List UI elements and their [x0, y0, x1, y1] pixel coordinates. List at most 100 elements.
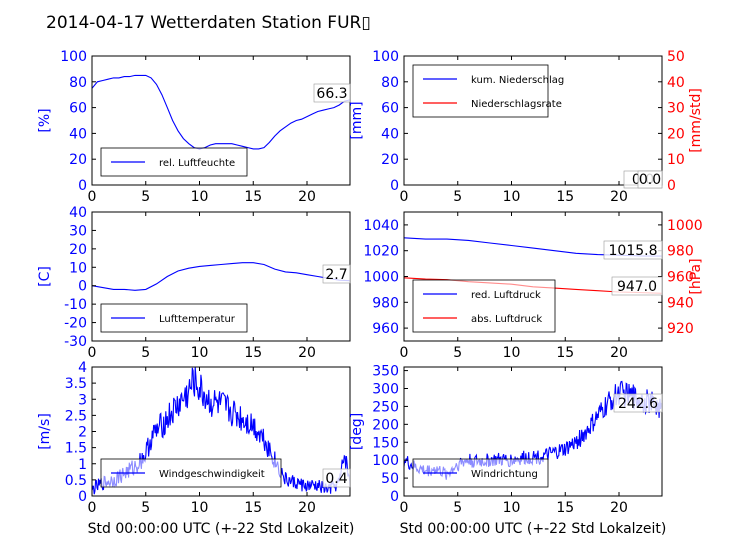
y-tick-label-right: 40: [667, 75, 685, 91]
x-tick-label: 15: [244, 500, 262, 516]
value-label-2: 947.0: [617, 279, 657, 295]
plot-frame: [403, 366, 663, 497]
y-tick-label: 10: [69, 260, 87, 276]
y-tick-label-right: 50: [667, 49, 685, 65]
y-tick-label: -30: [64, 334, 87, 350]
x-tick-label: 5: [453, 345, 462, 361]
panel-pressure: 0 5 10 15 20 960 980 1000 1020 1040 920 940 960 980 10…: [363, 211, 704, 361]
panel-precipitation: 0 5 10 15 20 0 20 40 60 80 100 0 10 20 30 40 50 [mm] [mm/s…: [349, 49, 704, 205]
y-tick-label: 1020: [363, 244, 399, 260]
x-axis-label-left: Std 00:00:00 UTC (+-22 Std Lokalzeit): [88, 521, 355, 537]
value-label: 0.4: [325, 471, 347, 487]
legend: Windgeschwindigkeit: [100, 458, 282, 488]
value-label-box: [313, 83, 351, 103]
y-tick-label: 20: [381, 152, 399, 168]
x-tick-label: 0: [400, 345, 409, 361]
legend-box: [412, 64, 549, 118]
x-tick-label: 20: [610, 189, 628, 205]
x-tick-label: 20: [298, 189, 316, 205]
legend: kum. Niederschlag Niederschlagsrate: [412, 64, 564, 118]
plot-frame: [91, 55, 351, 186]
y-tick-label-right: 20: [667, 126, 685, 142]
legend-label: rel. Luftfeuchte: [159, 158, 235, 169]
x-tick-label: 15: [556, 189, 574, 205]
x-tick-label: 15: [556, 500, 574, 516]
x-tick-label: 5: [141, 345, 150, 361]
legend-label: red. Luftdruck: [471, 290, 541, 301]
y-tick-label: 4: [78, 360, 87, 376]
y-tick-label: 40: [69, 126, 87, 142]
y-axis-label: [m/s]: [37, 413, 53, 450]
legend-label: Windrichtung: [471, 469, 538, 480]
value-label-box: [603, 240, 663, 260]
y-axis-label-right: [mm/std]: [688, 88, 704, 153]
y-axis-label: [C]: [37, 266, 53, 287]
x-tick-label: 10: [503, 345, 521, 361]
legend: red. Luftdruck abs. Luftdruck: [412, 279, 556, 333]
x-tick-label: 5: [141, 500, 150, 516]
y-tick-label: 250: [372, 399, 399, 415]
y-tick-label-right: 30: [667, 101, 685, 117]
y-tick-label: 150: [372, 435, 399, 451]
y-tick-label: 1000: [363, 270, 399, 286]
series-line-temperature-0: [91, 262, 351, 291]
y-tick-label: 30: [69, 223, 87, 239]
y-tick-label: 40: [69, 205, 87, 221]
y-tick-label: 0: [390, 489, 399, 505]
y-tick-label: 1040: [363, 218, 399, 234]
y-tick-label: 1.5: [65, 441, 87, 457]
y-tick-label: 960: [372, 321, 399, 337]
y-tick-label: 50: [381, 471, 399, 487]
x-tick-label: 10: [191, 345, 209, 361]
legend: Windrichtung: [412, 458, 549, 488]
value-label-2-box: [611, 276, 663, 296]
y-axis-label-right: [hPa]: [688, 258, 704, 294]
panel-winddirection: 0 5 10 15 20050100150200250300350[deg]Windri…: [349, 364, 663, 516]
panel-windspeed: 0 5 10 15 20 00.511.522.533.54 [m/s] Windgeschw…: [37, 360, 351, 516]
value-label-2-box: [637, 170, 663, 189]
legend-label: kum. Niederschlag: [471, 75, 564, 86]
value-label: 242.6: [618, 396, 658, 412]
legend-label: Windgeschwindigkeit: [159, 469, 265, 480]
y-tick-label: 3: [78, 392, 87, 408]
legend-box: [412, 279, 556, 333]
x-tick-label: 10: [191, 500, 209, 516]
x-tick-label: 20: [298, 345, 316, 361]
y-tick-label: 300: [372, 382, 399, 398]
x-tick-label: 15: [244, 189, 262, 205]
y-tick-label: 200: [372, 417, 399, 433]
y-axis-label: [deg]: [349, 413, 365, 450]
value-label: 66.3: [316, 86, 347, 102]
y-axis-label: [mm]: [349, 101, 365, 139]
y-tick-label: 0: [78, 178, 87, 194]
y-tick-label-right: 10: [667, 152, 685, 168]
y-tick-label: 100: [372, 49, 399, 65]
y-tick-label-right: 940: [667, 295, 694, 311]
panel-temperature: 0 5 10 15 20 -30 -20 -10 0 10 20 30 40 [C] Lufttempera…: [37, 205, 351, 361]
y-tick-label: 100: [372, 453, 399, 469]
y-tick-label: 20: [69, 242, 87, 258]
y-tick-label: 20: [69, 152, 87, 168]
y-tick-label: 350: [372, 364, 399, 380]
y-tick-label-right: 0: [667, 178, 676, 194]
y-tick-label: 80: [69, 75, 87, 91]
y-tick-label: 2.5: [65, 408, 87, 424]
y-tick-label: 60: [381, 101, 399, 117]
x-tick-label: 0: [400, 500, 409, 516]
y-tick-label: 0.5: [65, 473, 87, 489]
x-tick-label: 15: [556, 345, 574, 361]
y-tick-label: -20: [64, 316, 87, 332]
y-tick-label: 40: [381, 126, 399, 142]
value-label: 1015.8: [609, 243, 658, 259]
y-tick-label: 980: [372, 295, 399, 311]
panel-humidity: 0 5 10 15 20 0 20 40 60 80 100 [%] rel. Luftfeuchte 6…: [37, 49, 351, 205]
legend-label: abs. Luftdruck: [471, 314, 542, 325]
y-tick-label: 1: [78, 457, 87, 473]
x-tick-label: 20: [610, 345, 628, 361]
value-label: 2.7: [325, 267, 347, 283]
value-label-box: [613, 393, 663, 413]
y-tick-label-right: 1000: [667, 218, 703, 234]
y-tick-label-right: 920: [667, 321, 694, 337]
y-tick-label-right: 980: [667, 244, 694, 260]
